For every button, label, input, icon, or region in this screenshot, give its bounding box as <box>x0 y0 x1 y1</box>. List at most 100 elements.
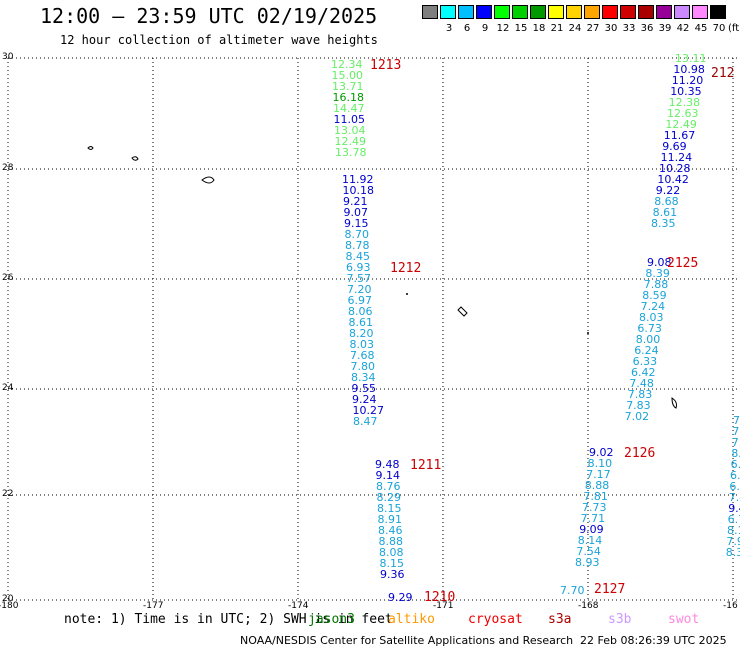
wave-height-value: 8.03 <box>349 338 375 351</box>
wave-height-value: 15.00 <box>331 69 364 82</box>
wave-height-value: 7.45 <box>728 491 740 504</box>
wave-height-value: 13.71 <box>332 80 364 93</box>
wave-height-value: 6.73 <box>637 322 662 335</box>
wave-height-value: 9.15 <box>344 217 369 230</box>
wave-height-value: 6.24 <box>634 344 659 357</box>
scale-swatch <box>512 5 528 19</box>
wave-height-value: 7.68 <box>350 349 375 362</box>
pass-label: 2127 <box>594 582 626 597</box>
wave-height-value: 9.29 <box>388 591 413 604</box>
wave-height-value: 8.39 <box>645 267 670 280</box>
pass-label: 1210 <box>424 590 456 605</box>
wave-height-value: 9.14 <box>375 469 401 482</box>
wave-height-value: 9.21 <box>343 195 368 208</box>
wave-height-value: 9.69 <box>662 140 687 153</box>
wave-height-value: 7.17 <box>586 468 611 481</box>
graticule <box>7 57 740 601</box>
wave-height-value: 10.35 <box>670 85 702 98</box>
longitude-label: -168 <box>578 601 599 611</box>
wave-height-value: 12.38 <box>668 96 701 109</box>
wave-height-value: 12.49 <box>665 118 697 131</box>
island-shape <box>131 156 139 161</box>
wave-height-value: 7 <box>732 425 740 438</box>
wave-height-value: 8.61 <box>348 316 374 329</box>
map-title: 12:00 – 23:59 UTC 02/19/2025 <box>40 4 378 28</box>
wave-height-value: 8.47 <box>353 415 378 428</box>
wave-height-value: 8.20 <box>349 327 374 340</box>
wave-height-value: 13.04 <box>334 124 366 137</box>
wave-height-value: 8.61 <box>652 206 678 219</box>
scale-tick-label: 30 <box>604 23 618 34</box>
wave-height-value: 6.93 <box>346 261 371 274</box>
wave-height-value: 7.57 <box>346 272 372 285</box>
wave-height-value: 16.18 <box>332 91 365 104</box>
scale-tick-label: 70 <box>712 23 726 34</box>
wave-height-value: 7.80 <box>350 360 376 373</box>
wave-height-value: 11.67 <box>663 129 696 142</box>
scale-swatch <box>584 5 600 19</box>
latitude-label: 28 <box>2 163 14 173</box>
wave-height-value: 8.91 <box>377 513 403 526</box>
wave-height-value: 10.28 <box>659 162 691 175</box>
wave-height-value: 9.07 <box>343 206 369 219</box>
scale-swatch <box>638 5 654 19</box>
wave-height-value: 7.54 <box>576 545 601 558</box>
scale-tick-label: 39 <box>658 23 672 34</box>
satellite-legend-item: cryosat <box>468 612 523 627</box>
island-shape <box>201 176 215 184</box>
wave-height-value: 6.9 <box>730 469 740 482</box>
wave-height-value: 6.42 <box>631 366 656 379</box>
wave-height-value: 8.06 <box>348 305 373 318</box>
footer-credit: NOAA/NESDIS Center for Satellite Applica… <box>240 634 574 647</box>
wave-height-value: 8.0 <box>731 447 740 460</box>
scale-swatch <box>422 5 438 19</box>
wave-height-value: 8.93 <box>575 556 600 569</box>
pass-label: 212 <box>711 66 735 81</box>
wave-height-value: 8.46 <box>378 524 403 537</box>
longitude-label: -177 <box>143 601 164 611</box>
wave-height-value: 7.73 <box>582 501 607 514</box>
pass-label: 1212 <box>390 261 422 276</box>
scale-swatch <box>566 5 582 19</box>
scale-swatch <box>692 5 708 19</box>
map-subtitle: 12 hour collection of altimeter wave hei… <box>60 33 378 47</box>
wave-height-value: 12.49 <box>334 135 367 148</box>
wave-height-value: 9.55 <box>351 382 377 395</box>
wave-height-value: 8.29 <box>376 491 402 504</box>
pass-label: 1211 <box>410 458 442 473</box>
wave-height-value: 8.68 <box>654 195 679 208</box>
satellite-legend-item: altiko <box>388 612 435 627</box>
scale-tick-label: 36 <box>640 23 654 34</box>
scale-tick-label: 18 <box>532 23 546 34</box>
island-shape <box>671 397 677 409</box>
wave-height-value: 12.63 <box>667 107 699 120</box>
scale-swatch <box>476 5 492 19</box>
scale-tick-label: 33 <box>622 23 636 34</box>
wave-height-value: 7.24 <box>640 300 666 313</box>
scale-tick-label: 27 <box>586 23 600 34</box>
scale-swatch <box>530 5 546 19</box>
wave-height-value: 8.76 <box>376 480 401 493</box>
latitude-label: 20 <box>2 594 14 604</box>
latitude-label: 26 <box>2 273 14 283</box>
longitude-label: -180 <box>0 601 19 611</box>
pass-label: 1213 <box>370 58 402 73</box>
scale-swatch <box>440 5 456 19</box>
wave-height-value: 8.15 <box>379 557 405 570</box>
wave-height-value: 7.02 <box>624 410 650 423</box>
satellite-legend-item: jason3 <box>308 612 355 627</box>
wave-height-value: 8.88 <box>584 479 610 492</box>
wave-height-value: 9.02 <box>589 446 614 459</box>
pass-label: 2125 <box>667 256 699 271</box>
island-shape <box>87 146 94 150</box>
longitude-label: -174 <box>288 601 309 611</box>
wave-height-value: 10.18 <box>342 184 375 197</box>
wave-height-value: 8.34 <box>351 371 376 384</box>
wave-height-value: 14.47 <box>333 102 365 115</box>
scale-tick-label: 12 <box>496 23 510 34</box>
wave-height-value: 8.10 <box>587 457 613 470</box>
wave-height-value: 10.98 <box>673 63 705 76</box>
satellite-legend-item: s3a <box>548 612 572 627</box>
coastline-shapes <box>87 146 677 409</box>
wave-height-value: 8.88 <box>378 535 404 548</box>
